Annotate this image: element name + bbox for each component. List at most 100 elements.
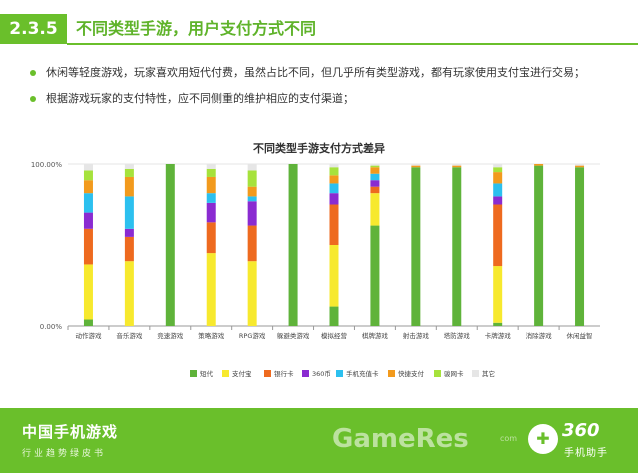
legend-label: 其它 [482,369,495,378]
legend-swatch [472,370,479,377]
bar-segment [83,212,93,229]
section-title: 不同类型手游，用户支付方式不同 [76,19,317,38]
legend-swatch [336,370,343,377]
bar-segment [83,319,93,326]
x-tick-label: 休闲益智 [567,331,593,340]
bar-segment [206,168,216,177]
bullet-dot-icon [30,70,36,76]
bar-segment [247,225,257,262]
legend-label: 360币 [312,370,331,378]
x-tick-label: 卡牌游戏 [485,331,512,340]
bar-segment [493,196,503,205]
bar-segment [124,196,134,229]
bar-segment [370,167,380,174]
bar-segment [329,204,339,245]
x-tick-label: 消除游戏 [526,331,553,340]
bar-segment [206,202,216,223]
bullet-item: 根据游戏玩家的支付特性，应不同侧重的维护相应的支付渠道； [30,92,630,118]
legend-label: 骏网卡 [444,369,464,378]
x-tick-label: 射击游戏 [403,331,430,340]
x-tick-label: 棋牌游戏 [362,331,389,340]
watermark: GameRes [332,424,469,454]
bar-segment [493,164,503,168]
bar-segment [411,164,421,166]
bar-segment [493,266,503,323]
x-tick-label: 音乐游戏 [116,331,143,340]
bar-segment [124,176,134,197]
stacked-bar-chart: 不同类型手游支付方式差异 100.00% 0.00% 动作游戏 音乐游戏 竞速游戏 策略游戏… [31,141,600,378]
bar-segment [206,222,216,254]
bar-segment [575,167,585,326]
y-tick-label: 100.00% [31,161,62,169]
bar-segment [370,173,380,181]
bar-segment [493,322,503,326]
bar-segment [247,261,257,326]
bar-segment [329,306,339,326]
bar-segment [452,167,462,326]
x-tick-label: 竞速游戏 [157,331,184,340]
bar-segment [329,193,339,205]
chart-title: 不同类型手游支付方式差异 [253,141,385,155]
bullet-list: 休闲等轻度游戏，玩家喜欢用短代付费，虽然占比不同，但几乎所有类型游戏，都有玩家使… [30,66,630,118]
x-tick-label: 模拟经营 [321,331,348,340]
legend-label: 手机充值卡 [346,369,379,378]
bar-segment [534,164,544,166]
bar-segment [411,167,421,326]
x-tick-label: 躲避类游戏 [277,331,310,340]
bar-segment [452,164,462,166]
y-tick-label: 0.00% [40,323,63,331]
bar-segment [247,164,257,171]
x-tick-label: 塔防游戏 [444,331,471,340]
bar-segment [329,175,339,184]
header-divider [67,43,638,45]
bar-segment [206,176,216,194]
bar-segment [83,228,93,265]
chart-container: 不同类型手游支付方式差异 100.00% 0.00% 动作游戏 音乐游戏 竞速游戏 策略游戏… [0,136,638,396]
legend-swatch [388,370,395,377]
legend-label: 短代 [200,369,214,378]
footer-subtitle: 行业趋势绿皮书 [22,449,107,459]
bar-segment [370,193,380,226]
bullet-dot-icon [30,96,36,102]
section-number: 2.3.5 [0,14,67,44]
legend-swatch [264,370,271,377]
bar-segment [83,180,93,194]
legend-swatch [434,370,441,377]
bullet-item: 休闲等轻度游戏，玩家喜欢用短代付费，虽然占比不同，但几乎所有类型游戏，都有玩家使… [30,66,630,92]
bar-segment [288,164,298,326]
bar-segment [370,225,380,326]
bar-segment [493,167,503,173]
bar-segment [575,164,585,166]
x-tick-label: 动作游戏 [75,331,102,340]
bar-segment [452,165,462,168]
bullet-text: 根据游戏玩家的支付特性，应不同侧重的维护相应的支付渠道； [46,92,354,105]
bar-segment [370,164,380,166]
bar-segment [124,164,134,169]
bar-segment [124,261,134,326]
bar-segment [165,164,175,326]
bar-segment [83,170,93,181]
bar-segment [493,183,503,197]
footer: 中国手机游戏 行业趋势绿皮书 GameRes com ✚ 360 手机助手 [0,408,638,473]
legend-label: 支付宝 [232,369,252,378]
bar-segment [124,236,134,262]
bar-segment [370,180,380,187]
bar-segment [206,253,216,326]
bar-segment [493,204,503,267]
legend-label: 快捷支付 [398,369,425,378]
bar-segment [370,165,380,168]
bar-segment [370,186,380,194]
x-tick-label: RPG游戏 [239,331,266,340]
bar-segment [575,165,585,168]
bar-segment [534,165,544,326]
bar-segment [493,172,503,184]
bar-segment [247,186,257,197]
bar-segment [329,183,339,194]
bar-segment [206,193,216,203]
bar-segment [83,164,93,171]
360-logo-icon: ✚ [528,424,558,454]
legend-label: 银行卡 [274,369,294,378]
brand-name: 手机助手 [564,448,608,459]
footer-title: 中国手机游戏 [22,423,119,441]
bar-segment [124,228,134,237]
